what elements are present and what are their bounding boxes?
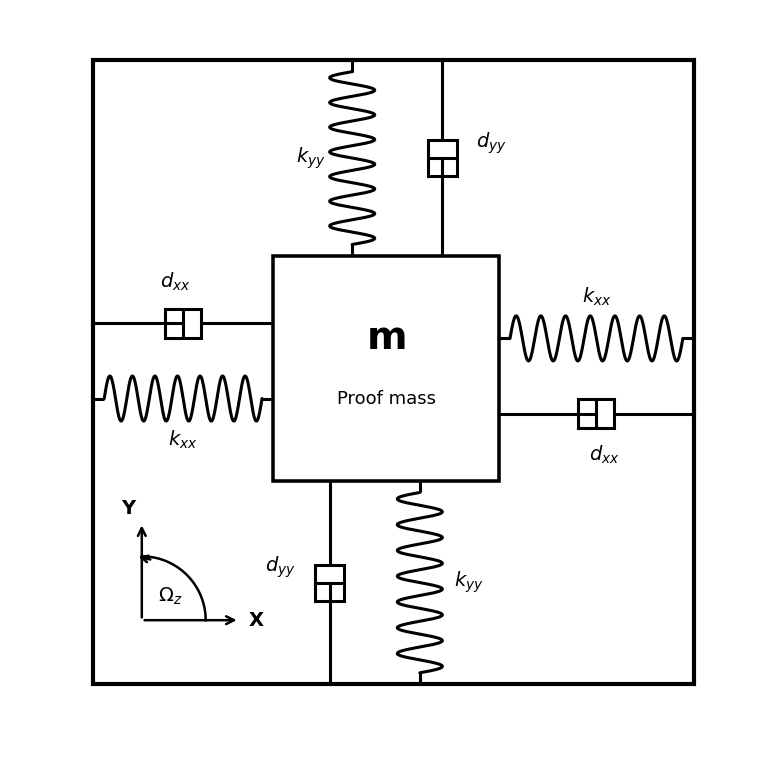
Bar — [578, 400, 615, 428]
Bar — [273, 255, 499, 481]
Text: $\Omega_{z}$: $\Omega_{z}$ — [158, 585, 182, 607]
Text: Proof mass: Proof mass — [337, 390, 435, 407]
Text: $k_{yy}$: $k_{yy}$ — [296, 145, 326, 171]
Text: Y: Y — [121, 499, 136, 518]
Bar — [316, 565, 344, 601]
Text: $d_{xx}$: $d_{xx}$ — [160, 271, 191, 293]
Bar — [428, 140, 456, 176]
Text: $k_{yy}$: $k_{yy}$ — [454, 570, 484, 595]
Bar — [93, 61, 694, 684]
Text: $k_{xx}$: $k_{xx}$ — [168, 429, 198, 451]
Text: X: X — [248, 611, 263, 630]
Text: $k_{xx}$: $k_{xx}$ — [581, 286, 611, 308]
Text: $d_{xx}$: $d_{xx}$ — [589, 444, 619, 466]
Text: $d_{yy}$: $d_{yy}$ — [476, 130, 506, 156]
Text: $\mathbf{m}$: $\mathbf{m}$ — [366, 319, 406, 357]
Text: $d_{yy}$: $d_{yy}$ — [266, 555, 296, 581]
Bar — [165, 309, 201, 337]
